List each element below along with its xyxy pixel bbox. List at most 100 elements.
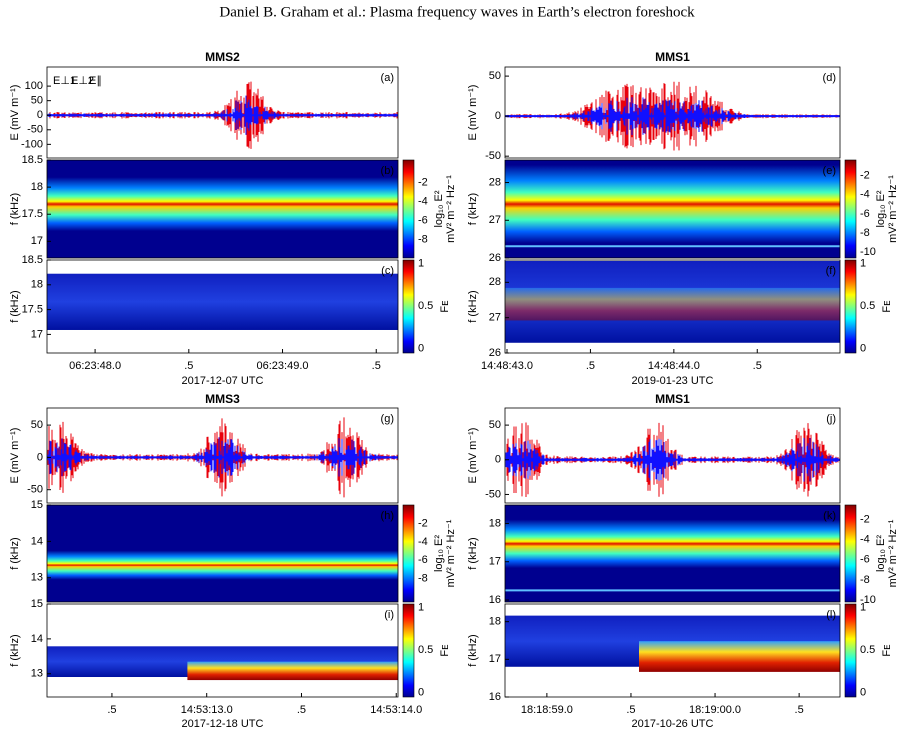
x-tick-label: .5: [626, 704, 635, 716]
y-tick-label: 18: [489, 517, 501, 529]
colorbar-tick-label: -6: [418, 554, 428, 566]
x-tick-label: .5: [297, 704, 306, 716]
y-tick-label: 15: [31, 598, 43, 610]
colorbar-tick-label: -4: [418, 536, 428, 548]
panel-letter: (k): [823, 510, 836, 522]
colorbar-label: mV² m⁻² Hz⁻¹: [887, 175, 899, 243]
y-tick-label: 26: [489, 347, 501, 359]
colorbar: [844, 603, 857, 698]
colorbar-tick-label: -8: [418, 233, 428, 245]
y-tick-label: 18.5: [22, 254, 43, 266]
colorbar-tick-label: 1: [418, 258, 424, 270]
panel-frame: [504, 407, 841, 504]
y-axis-label: f (kHz): [9, 193, 21, 225]
panel-frame: [504, 504, 841, 603]
x-axis-label: 2017-12-18 UTC: [182, 718, 264, 730]
legend-entry: E⊥1: [53, 75, 76, 87]
panel-letter: (f): [826, 265, 836, 277]
panel-frame: [504, 259, 841, 354]
colorbar: [402, 504, 415, 603]
colorbar-tick-label: -2: [418, 176, 428, 188]
colorbar-tick-label: -2: [860, 170, 870, 182]
colorbar-label: Fᴇ: [881, 644, 893, 656]
x-tick-label: 14:53:14.0: [370, 704, 422, 716]
colorbar-label: log₁₀ E²: [433, 190, 445, 227]
colorbar-tick-label: -4: [860, 534, 870, 546]
y-tick-label: 0: [37, 109, 43, 121]
panel-frame: [504, 66, 841, 159]
colorbar-label: log₁₀ E²: [433, 535, 445, 572]
colorbar-tick-label: 0.5: [418, 300, 433, 312]
panel-letter: (g): [381, 413, 394, 425]
colorbar-label: mV² m⁻² Hz⁻¹: [445, 519, 457, 587]
y-axis-label: f (kHz): [9, 537, 21, 569]
panel-title: MMS1: [655, 392, 690, 406]
colorbar-tick-label: 0: [418, 686, 424, 698]
y-tick-label: 17.5: [22, 208, 43, 220]
y-tick-label: 18: [489, 616, 501, 628]
panel-letter: (j): [826, 413, 836, 425]
panel-letter: (b): [381, 165, 394, 177]
colorbar-tick-label: -4: [418, 195, 428, 207]
y-tick-label: 28: [489, 176, 501, 188]
panel-title: MMS1: [655, 50, 690, 64]
colorbar-tick-label: 1: [860, 258, 866, 270]
coherence-band-high: [639, 641, 840, 672]
x-tick-label: .5: [184, 360, 193, 372]
y-axis-label: E (mV m⁻¹): [467, 85, 479, 141]
panel-frame: [504, 159, 841, 259]
colorbar-tick-label: -6: [860, 208, 870, 220]
colorbar-tick-label: -8: [418, 573, 428, 585]
panel-frame: [46, 159, 399, 259]
y-tick-label: 50: [31, 419, 43, 431]
y-tick-label: 15: [31, 499, 43, 511]
panel-letter: (a): [381, 72, 394, 84]
colorbar: [402, 159, 415, 259]
x-tick-label: .5: [107, 704, 116, 716]
colorbar: [844, 259, 857, 354]
y-axis-label: f (kHz): [9, 634, 21, 666]
x-tick-label: .5: [753, 360, 762, 372]
panel-title: MMS2: [205, 50, 240, 64]
legend-entry: E∥: [89, 75, 102, 87]
x-tick-label: 18:19:00.0: [689, 704, 741, 716]
x-axis-label: 2017-10-26 UTC: [632, 718, 714, 730]
spectrogram-band: [505, 164, 840, 244]
colorbar: [844, 159, 857, 259]
y-tick-label: 13: [31, 572, 43, 584]
colorbar-tick-label: 1: [860, 602, 866, 614]
spectrogram-band: [47, 550, 398, 580]
colorbar-label: log₁₀ E²: [875, 190, 887, 227]
legend-entry: E⊥2: [71, 75, 94, 87]
panel-letter: (c): [381, 265, 394, 277]
x-tick-label: 06:23:48.0: [69, 360, 121, 372]
y-tick-label: 18.5: [22, 154, 43, 166]
panel-title: MMS3: [205, 392, 240, 406]
colorbar-label: Fᴇ: [881, 300, 893, 312]
coherence-band-high: [187, 661, 398, 681]
y-tick-label: 14: [31, 535, 43, 547]
y-tick-label: -50: [27, 124, 43, 136]
x-tick-label: 18:18:59.0: [521, 704, 573, 716]
y-tick-label: 16: [489, 691, 501, 703]
colorbar-label: Fᴇ: [439, 300, 451, 312]
panel-letter: (d): [823, 72, 836, 84]
y-tick-label: 0: [495, 110, 501, 122]
colorbar-label: Fᴇ: [439, 644, 451, 656]
colorbar-tick-label: -2: [418, 517, 428, 529]
y-axis-label: f (kHz): [467, 537, 479, 569]
colorbar-tick-label: 0.5: [418, 644, 433, 656]
colorbar-tick-label: -10: [860, 246, 876, 258]
spectrogram-band: [47, 177, 398, 232]
panel-letter: (i): [384, 609, 394, 621]
x-axis-label: 2017-12-07 UTC: [182, 375, 264, 387]
y-tick-label: 26: [489, 252, 501, 264]
colorbar-label: mV² m⁻² Hz⁻¹: [445, 175, 457, 243]
y-axis-label: E (mV m⁻¹): [9, 428, 21, 484]
colorbar-tick-label: 0: [418, 342, 424, 354]
y-axis-label: E (mV m⁻¹): [467, 428, 479, 484]
y-tick-label: -100: [21, 138, 43, 150]
y-tick-label: 27: [489, 312, 501, 324]
y-tick-label: -50: [485, 488, 501, 500]
